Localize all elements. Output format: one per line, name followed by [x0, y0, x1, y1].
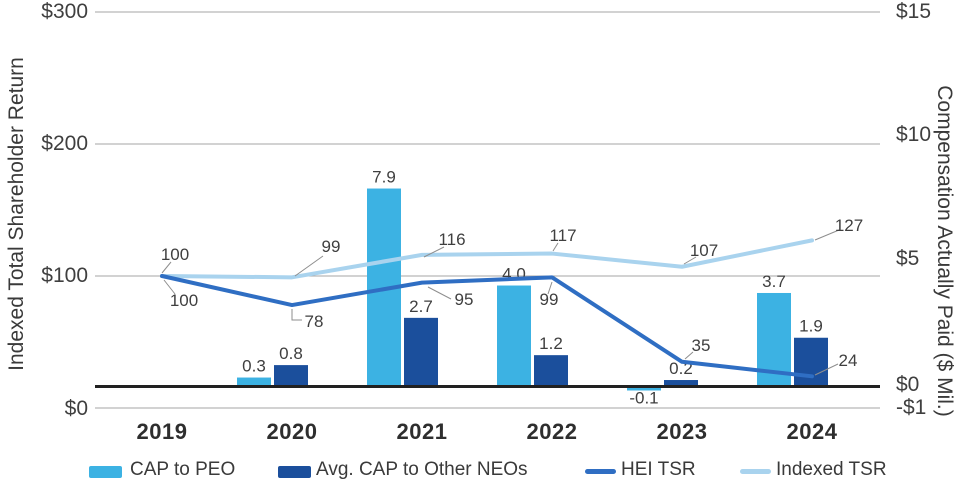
legend-label-cap-to-peo: CAP to PEO	[130, 459, 236, 480]
left-axis-tick: $100	[41, 264, 88, 287]
callout-leader	[294, 255, 324, 277]
legend-swatch-avg-cap-neos	[278, 466, 311, 478]
x-axis-label: 2021	[396, 419, 448, 444]
bar-value-label: 3.7	[762, 272, 786, 291]
callout-leader	[552, 242, 559, 252]
x-axis-label: 2023	[656, 419, 708, 444]
bar	[274, 365, 308, 388]
right-axis-title: Compensation Actually Paid ($ Mil.)	[933, 85, 956, 417]
bar-value-label: -0.1	[629, 388, 658, 407]
callout-leader	[161, 261, 172, 274]
bar-value-label: 0.3	[242, 357, 266, 376]
bar-value-label: 1.2	[539, 334, 563, 353]
right-axis-tick: -$1	[896, 396, 927, 419]
bar	[627, 388, 661, 391]
callout-leader	[427, 286, 452, 300]
line-value-label: 116	[438, 230, 465, 249]
line-value-label: 99	[540, 290, 559, 309]
bar	[664, 380, 698, 388]
x-axis-label: 2019	[136, 419, 188, 444]
bar-value-label: 7.9	[372, 168, 396, 187]
right-axis-tick: $15	[896, 0, 932, 23]
legend-swatch-indexed-tsr	[740, 469, 771, 474]
bar	[237, 377, 271, 388]
right-axis-tick: $10	[896, 123, 932, 146]
bar	[404, 317, 438, 388]
callout-leader	[683, 256, 697, 265]
legend-label-hei-tsr: HEI TSR	[621, 459, 696, 480]
legend-swatch-cap-to-peo	[89, 466, 122, 478]
line-hei-tsr	[160, 274, 814, 379]
right-axis-tick: $5	[896, 247, 920, 270]
left-axis-tick: $300	[41, 0, 88, 23]
left-axis-tick: $0	[64, 397, 88, 420]
callout-leader	[423, 246, 445, 258]
x-axis-label: 2022	[526, 419, 578, 444]
line-value-label: 99	[322, 237, 341, 256]
x-axis-label: 2024	[786, 419, 838, 444]
line-value-label: 78	[305, 312, 324, 331]
line-value-label: 35	[692, 336, 711, 355]
line-value-label: 107	[690, 241, 718, 260]
left-axis-tick: $200	[41, 132, 88, 155]
line-value-label: 117	[549, 226, 576, 245]
callout-leader	[163, 279, 176, 295]
legend-label-indexed-tsr: Indexed TSR	[776, 459, 887, 480]
legend-label-avg-cap-neos: Avg. CAP to Other NEOs	[316, 459, 528, 480]
callout-leader	[547, 281, 553, 295]
x-axis-label: 2020	[266, 419, 318, 444]
bar	[497, 285, 531, 388]
callout-leader	[684, 351, 694, 360]
legend-swatch-hei-tsr	[585, 469, 616, 474]
bar-value-label: 2.7	[409, 297, 433, 316]
bar	[534, 355, 568, 388]
line-value-label: 127	[835, 216, 863, 235]
right-axis-tick: $0	[896, 373, 920, 396]
callout-leader	[814, 229, 840, 241]
line-value-label: 100	[170, 291, 198, 310]
bar-value-label: 1.9	[799, 317, 823, 336]
bar-value-label: 0.8	[279, 344, 303, 363]
line-value-label: 24	[839, 351, 858, 370]
line-value-label: 95	[455, 290, 474, 309]
callout-leader	[291, 309, 302, 321]
bar	[794, 337, 828, 388]
callout-leader	[814, 363, 839, 376]
line-indexed-tsr	[160, 238, 814, 280]
line-value-label: 100	[161, 245, 189, 264]
left-axis-title: Indexed Total Shareholder Return	[5, 57, 28, 371]
